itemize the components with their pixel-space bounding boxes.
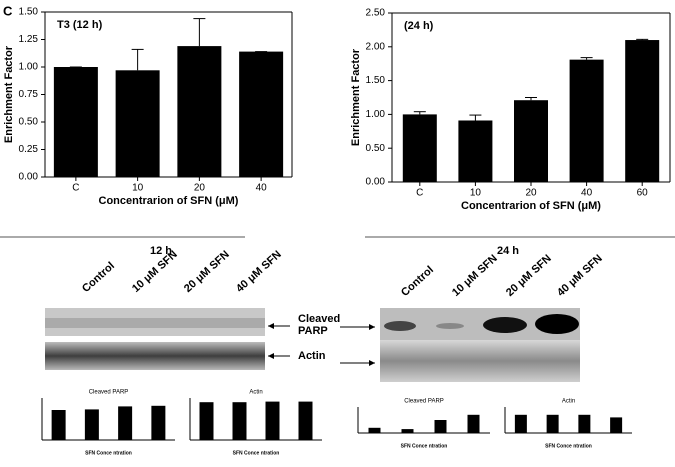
x-axis-label: Concentrarion of SFN (μM) xyxy=(99,195,239,207)
arrow-head xyxy=(369,360,375,366)
chart-title: Cleaved PARP xyxy=(404,399,444,405)
x-tick-label: 20 xyxy=(194,183,206,194)
x-tick-label: 20 xyxy=(525,188,537,199)
bar xyxy=(569,59,604,183)
bar xyxy=(434,420,447,433)
x-tick-label: 10 xyxy=(470,188,482,199)
y-tick-label: 1.00 xyxy=(19,62,39,73)
x-axis-label: SFN Conce ntration xyxy=(85,450,132,456)
bar xyxy=(467,414,480,433)
x-tick-label: 60 xyxy=(637,188,649,199)
blot-band xyxy=(436,323,464,329)
x-axis-label: SFN Conce ntration xyxy=(545,443,592,449)
y-tick-label: 0.25 xyxy=(19,144,39,155)
bar xyxy=(177,46,222,177)
y-tick-label: 0.50 xyxy=(366,143,386,154)
x-tick-label: 10 xyxy=(132,183,144,194)
bar xyxy=(51,410,66,440)
chart-title: Actin xyxy=(249,390,262,396)
x-axis-label: SFN Conce ntration xyxy=(233,450,280,456)
y-tick-label: 1.50 xyxy=(366,75,386,86)
band-label: Actin xyxy=(298,350,326,362)
y-tick-label: 0.75 xyxy=(19,89,39,100)
bar xyxy=(265,401,280,440)
x-tick-label: C xyxy=(72,183,79,194)
bar xyxy=(625,40,660,182)
bar xyxy=(151,405,166,440)
blot-strip xyxy=(45,342,265,370)
bar xyxy=(401,429,414,433)
bar xyxy=(199,402,214,440)
y-tick-label: 1.25 xyxy=(19,34,39,45)
x-tick-label: 40 xyxy=(256,183,268,194)
blot-band xyxy=(384,321,416,331)
bar xyxy=(402,114,437,182)
arrow-head xyxy=(268,323,274,329)
panel-label: C xyxy=(3,3,13,18)
bar xyxy=(546,414,559,433)
y-axis-label: Enrichment Factor xyxy=(350,48,362,146)
y-tick-label: 0.00 xyxy=(366,177,386,188)
blot-band xyxy=(45,318,265,328)
bar xyxy=(514,100,548,182)
chart-title: T3 (12 h) xyxy=(57,19,103,31)
x-tick-label: C xyxy=(416,188,423,199)
blot-title: 24 h xyxy=(497,245,520,257)
y-tick-label: 0.50 xyxy=(19,117,39,128)
bar xyxy=(458,120,493,182)
bar xyxy=(298,401,313,440)
bar xyxy=(239,51,284,177)
band-label: Cleaved PARP xyxy=(298,313,341,337)
y-tick-label: 2.50 xyxy=(366,8,386,19)
chart-title: Cleaved PARP xyxy=(89,390,129,396)
arrow-head xyxy=(268,353,274,359)
bar xyxy=(610,417,623,433)
bar xyxy=(53,67,98,177)
y-tick-label: 1.00 xyxy=(366,109,386,120)
bar xyxy=(232,402,247,440)
bar xyxy=(118,406,133,440)
y-tick-label: 1.50 xyxy=(19,7,39,18)
y-axis-label: Enrichment Factor xyxy=(3,45,15,143)
chart-title: Actin xyxy=(562,399,575,405)
blot-strip xyxy=(380,340,580,382)
bar xyxy=(578,414,591,433)
blot-title: 12 h xyxy=(150,245,173,257)
bar xyxy=(368,427,381,433)
blot-band xyxy=(535,314,579,334)
y-tick-label: 0.00 xyxy=(19,172,39,183)
blot-band xyxy=(483,317,527,333)
bar xyxy=(514,414,527,433)
bar xyxy=(115,70,160,177)
x-axis-label: Concentrarion of SFN (μM) xyxy=(461,200,601,212)
x-tick-label: 40 xyxy=(581,188,593,199)
bar xyxy=(84,409,99,440)
chart-title: (24 h) xyxy=(404,20,434,32)
y-tick-label: 2.00 xyxy=(366,41,386,52)
arrow-head xyxy=(369,324,375,330)
x-axis-label: SFN Conce ntration xyxy=(401,443,448,449)
